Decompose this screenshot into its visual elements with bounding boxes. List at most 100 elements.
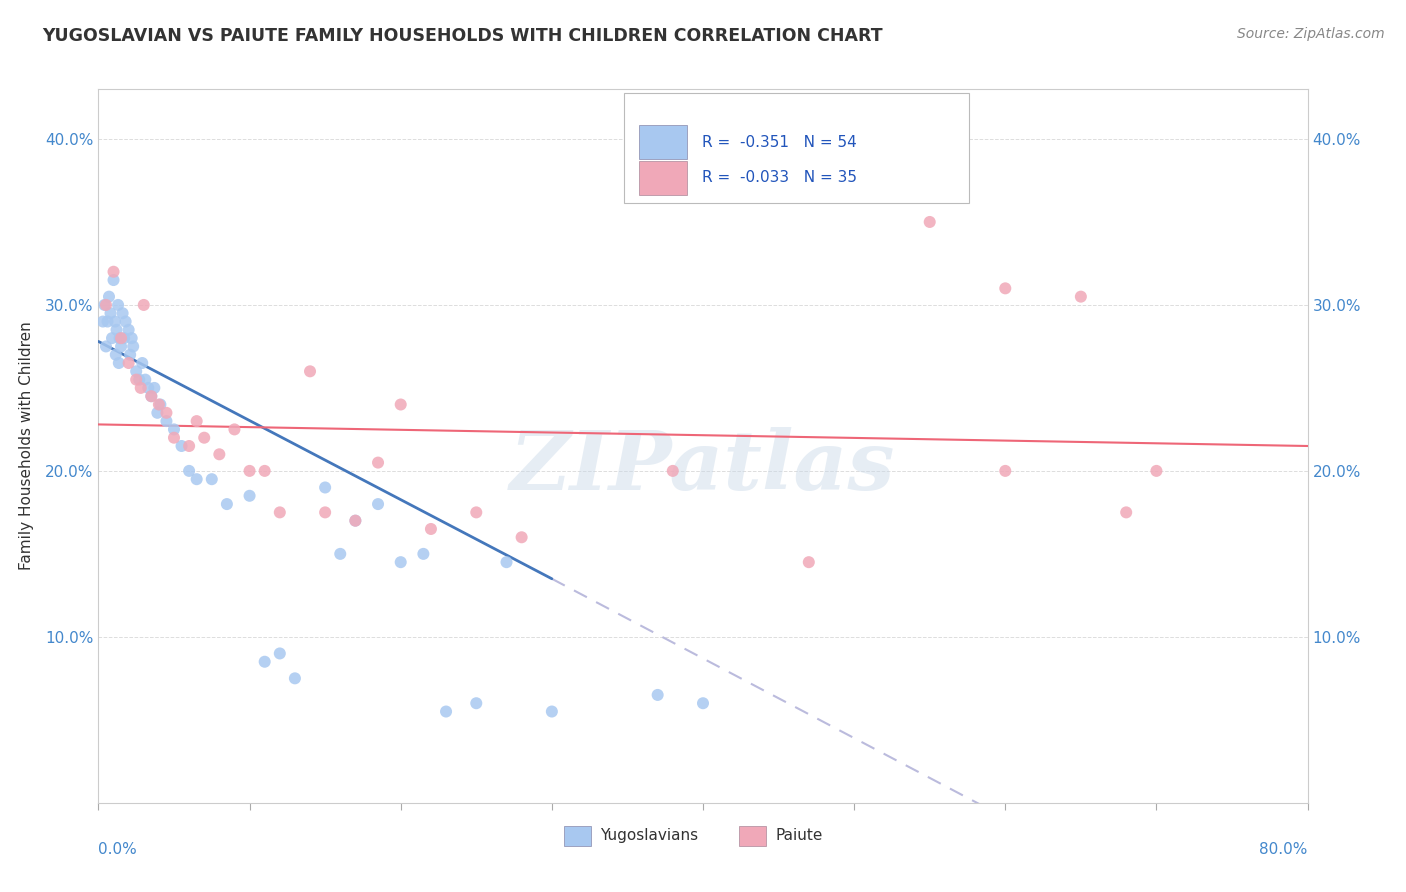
Point — [918, 215, 941, 229]
Point — [141, 389, 163, 403]
Point — [98, 290, 121, 304]
Text: R =  -0.033   N = 35: R = -0.033 N = 35 — [702, 170, 856, 186]
Point — [179, 439, 201, 453]
Point — [465, 505, 488, 519]
Point — [118, 323, 141, 337]
Point — [141, 389, 163, 403]
Point — [284, 671, 307, 685]
Point — [101, 331, 124, 345]
Point — [148, 397, 170, 411]
Point — [108, 356, 131, 370]
Point — [94, 298, 117, 312]
Point — [186, 414, 208, 428]
Point — [201, 472, 224, 486]
Point — [103, 265, 125, 279]
Point — [134, 373, 156, 387]
Point — [125, 373, 148, 387]
Point — [253, 655, 276, 669]
Point — [647, 688, 669, 702]
Point — [143, 381, 166, 395]
Point — [112, 331, 135, 345]
Point — [121, 331, 143, 345]
Point — [412, 547, 434, 561]
Point — [129, 381, 152, 395]
Point — [389, 397, 412, 411]
Point — [122, 339, 145, 353]
Point — [299, 364, 322, 378]
Point — [104, 348, 127, 362]
Point — [93, 298, 115, 312]
Point — [1115, 505, 1137, 519]
Point — [146, 406, 169, 420]
Point — [239, 489, 262, 503]
Bar — [564, 826, 591, 846]
Point — [111, 306, 134, 320]
Point — [329, 547, 352, 561]
Point — [131, 356, 153, 370]
Point — [1146, 464, 1168, 478]
Point — [420, 522, 443, 536]
Bar — [638, 125, 688, 159]
Point — [692, 696, 714, 710]
Point — [103, 273, 125, 287]
Point — [994, 464, 1017, 478]
Point — [136, 381, 159, 395]
Point — [179, 464, 201, 478]
Point — [91, 314, 114, 328]
Point — [155, 414, 177, 428]
Point — [465, 696, 488, 710]
Point — [163, 431, 186, 445]
Point — [120, 348, 142, 362]
Point — [434, 705, 457, 719]
Point — [367, 456, 389, 470]
Text: Paiute: Paiute — [776, 828, 823, 843]
Point — [344, 514, 367, 528]
Point — [170, 439, 193, 453]
Point — [314, 481, 336, 495]
Point — [661, 464, 683, 478]
Text: YUGOSLAVIAN VS PAIUTE FAMILY HOUSEHOLDS WITH CHILDREN CORRELATION CHART: YUGOSLAVIAN VS PAIUTE FAMILY HOUSEHOLDS … — [42, 27, 883, 45]
Point — [239, 464, 262, 478]
Point — [510, 530, 533, 544]
Bar — [740, 826, 766, 846]
Point — [344, 514, 367, 528]
Point — [253, 464, 276, 478]
Point — [105, 323, 128, 337]
Point — [367, 497, 389, 511]
Point — [186, 472, 208, 486]
Point — [224, 422, 246, 436]
Point — [94, 339, 117, 353]
Text: R =  -0.351   N = 54: R = -0.351 N = 54 — [702, 135, 856, 150]
Point — [1070, 290, 1092, 304]
Point — [125, 364, 148, 378]
Point — [269, 647, 291, 661]
Point — [128, 373, 150, 387]
Point — [132, 298, 155, 312]
Point — [163, 422, 186, 436]
Y-axis label: Family Households with Children: Family Households with Children — [18, 322, 34, 570]
Text: ZIPatlas: ZIPatlas — [510, 427, 896, 508]
Text: Source: ZipAtlas.com: Source: ZipAtlas.com — [1237, 27, 1385, 41]
Point — [540, 705, 562, 719]
Text: 0.0%: 0.0% — [98, 842, 138, 856]
Point — [215, 497, 238, 511]
FancyBboxPatch shape — [624, 93, 969, 203]
Point — [118, 356, 141, 370]
Point — [107, 298, 129, 312]
Point — [96, 314, 118, 328]
Point — [994, 281, 1017, 295]
Point — [155, 406, 177, 420]
Point — [314, 505, 336, 519]
Point — [114, 314, 136, 328]
Text: Yugoslavians: Yugoslavians — [600, 828, 699, 843]
Point — [208, 447, 231, 461]
Point — [495, 555, 517, 569]
Point — [193, 431, 215, 445]
Bar — [638, 161, 688, 194]
Point — [108, 331, 131, 345]
Point — [149, 397, 172, 411]
Point — [110, 339, 132, 353]
Point — [389, 555, 412, 569]
Point — [797, 555, 820, 569]
Point — [110, 331, 132, 345]
